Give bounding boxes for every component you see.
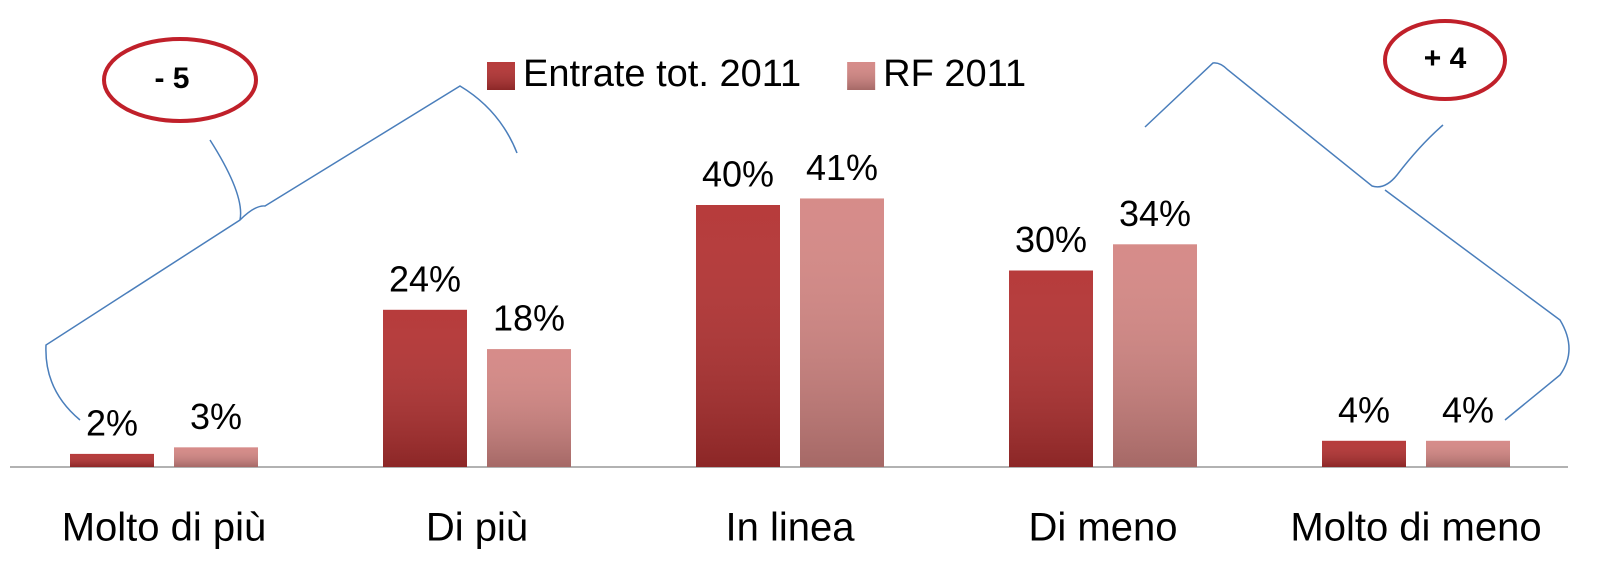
bar-shade (1009, 270, 1093, 467)
annotation-ellipse (1383, 19, 1507, 101)
bar-shade (174, 447, 258, 467)
x-tick-label: In linea (726, 506, 856, 550)
bar-shade (70, 453, 154, 467)
annotation: - 5 (154, 62, 189, 95)
bar-shade (383, 309, 467, 467)
value-label: 24% (389, 258, 461, 299)
legend-label: Entrate tot. 2011 (523, 53, 801, 95)
x-tick-label: Molto di più (62, 506, 267, 550)
value-label: 34% (1119, 193, 1191, 234)
legend-label: RF 2011 (883, 53, 1026, 95)
brace-right (1144, 62, 1570, 421)
x-tick-label: Molto di meno (1290, 506, 1541, 550)
annotation-ellipse (102, 37, 258, 123)
bar-shade (1426, 440, 1510, 467)
value-label: 41% (806, 147, 878, 188)
value-label: 18% (493, 298, 565, 339)
value-label: 4% (1338, 389, 1390, 430)
bar-shade (1113, 244, 1197, 467)
value-label: 40% (702, 154, 774, 195)
x-tick-label: Di più (426, 506, 528, 550)
legend-swatch-shade (847, 62, 876, 90)
bar-shade (696, 205, 780, 467)
bar-shade (487, 349, 571, 467)
bar-shade (800, 198, 884, 467)
value-label: 30% (1015, 219, 1087, 260)
value-label: 3% (190, 396, 242, 437)
bar-shade (1322, 440, 1406, 467)
brace-left (45, 85, 518, 421)
legend-swatch-shade (487, 62, 515, 90)
annotation: + 4 (1424, 42, 1467, 75)
value-label: 2% (86, 402, 138, 443)
value-label: 4% (1442, 389, 1494, 430)
x-tick-label: Di meno (1029, 506, 1178, 550)
